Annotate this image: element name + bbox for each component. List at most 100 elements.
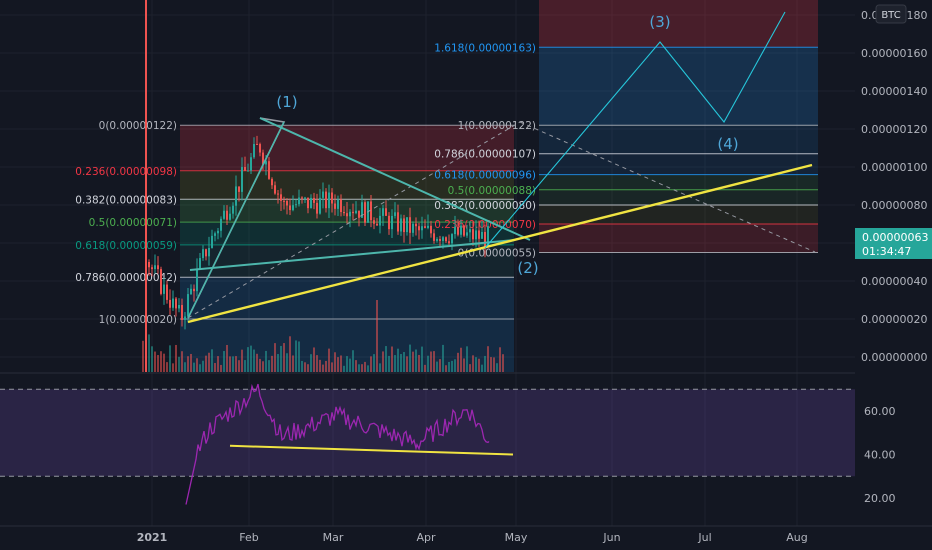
volume-bar xyxy=(409,344,411,372)
time-axis-tick: Mar xyxy=(323,531,344,544)
time-axis-tick: Jun xyxy=(602,531,620,544)
volume-bar xyxy=(481,364,483,372)
volume-bar xyxy=(166,362,168,372)
volume-bar xyxy=(496,363,498,372)
triangle-lower-line[interactable] xyxy=(189,239,516,271)
candle-body xyxy=(241,167,243,192)
currency-label: BTC xyxy=(881,10,900,21)
price-axis-tick: 0.00000100 xyxy=(861,161,927,174)
volume-bar xyxy=(214,363,216,372)
fib-left-level-label: 0(0.00000122) xyxy=(99,120,177,132)
fib-right-zone xyxy=(539,224,818,253)
candle-body xyxy=(451,234,453,244)
candle-body xyxy=(265,161,267,165)
candle-body xyxy=(295,204,297,206)
volume-bar xyxy=(292,355,294,372)
currency-badge-box xyxy=(875,4,907,24)
volume-bar xyxy=(172,363,174,372)
fib-right-level-label: 0(0.00000055) xyxy=(458,248,536,260)
candle-body xyxy=(487,226,489,247)
time-axis-tick: Apr xyxy=(416,531,436,544)
volume-bar xyxy=(196,358,198,372)
triangle-left-line[interactable] xyxy=(187,121,285,319)
time-axis[interactable]: 2021 Feb Mar Apr May Jun Jul Aug xyxy=(0,525,932,544)
candle-body xyxy=(262,152,264,165)
volume-bar xyxy=(388,355,390,372)
candle-body xyxy=(316,202,318,214)
candle-body xyxy=(442,237,444,241)
wave-projection-path[interactable] xyxy=(484,11,786,249)
candle-body xyxy=(283,200,285,202)
price-axis-tick: 0.00000080 xyxy=(861,199,927,212)
last-price-tag: 0.00000063 01:34:47 xyxy=(855,228,932,259)
candle-body xyxy=(319,197,321,214)
yellow-trendline[interactable] xyxy=(187,163,813,324)
candle-body xyxy=(328,192,330,209)
candle-body xyxy=(436,238,438,241)
candle-body xyxy=(238,186,240,192)
price-axis-tick: 0.00000000 xyxy=(861,351,927,364)
triangle-upper-line[interactable] xyxy=(259,117,531,241)
volume-bar xyxy=(430,351,432,372)
candle-body xyxy=(244,167,246,171)
volume-bar xyxy=(235,356,237,372)
rsi-trendline[interactable] xyxy=(229,444,514,456)
volume-bar xyxy=(412,351,414,372)
candle-body xyxy=(166,284,168,300)
volume-bar xyxy=(445,365,447,372)
price-tag-value: 0.00000063 xyxy=(862,231,928,244)
candle-body xyxy=(409,217,411,233)
fib-right-level-label: 1(0.00000122) xyxy=(458,120,536,132)
volume-bar xyxy=(154,351,156,372)
volume-bar xyxy=(310,354,312,372)
candle-body xyxy=(394,212,396,216)
candle-body xyxy=(259,144,261,153)
fib-left-level-label: 0.618(0.00000059) xyxy=(75,240,177,252)
candle-body xyxy=(304,197,306,199)
candle-body xyxy=(190,288,192,295)
candle-body xyxy=(202,249,204,259)
volume-bar xyxy=(370,356,372,372)
volume-bar xyxy=(184,362,186,372)
volume-bar xyxy=(349,358,351,372)
volume-bar xyxy=(226,344,228,372)
volume-bar xyxy=(244,360,246,372)
rsi-axis-tick: 60.00 xyxy=(864,405,896,418)
volume-bar xyxy=(334,352,336,372)
volume-bar xyxy=(250,345,252,372)
currency-badge[interactable]: BTC xyxy=(875,4,907,24)
volume-bar xyxy=(490,357,492,372)
volume-bar xyxy=(331,362,333,372)
volume-bar xyxy=(439,359,441,372)
volume-bar xyxy=(466,346,468,372)
wave-label-3: (3) xyxy=(649,13,670,31)
volume-bar xyxy=(283,343,285,372)
candle-body xyxy=(475,230,477,240)
wave-label-4: (4) xyxy=(717,135,738,153)
candle-body xyxy=(226,210,228,220)
volume-bar xyxy=(271,355,273,372)
candle-body xyxy=(157,265,159,270)
price-tag-countdown: 01:34:47 xyxy=(862,245,911,258)
candle-body xyxy=(343,212,345,214)
grey-dashed-projection[interactable] xyxy=(519,121,816,253)
volume-bar xyxy=(361,364,363,372)
volume-bar xyxy=(211,349,213,372)
fib-extension-right[interactable]: 1.618(0.00000163) 1(0.00000122) 0.786(0.00… xyxy=(434,0,818,260)
volume-bar xyxy=(472,355,474,372)
rsi-axis[interactable]: 20.00 40.00 60.00 xyxy=(864,405,896,505)
volume-bar xyxy=(358,364,360,372)
candle-body xyxy=(334,203,336,209)
volume-bar xyxy=(355,360,357,372)
volume-bar xyxy=(238,360,240,372)
candle-body xyxy=(424,226,426,228)
volume-bar xyxy=(202,360,204,372)
fib-left-level-label: 0.236(0.00000098) xyxy=(75,166,177,178)
candle-body xyxy=(349,211,351,217)
candle-body xyxy=(277,193,279,195)
drawing-overlays[interactable] xyxy=(145,0,816,372)
candle-body xyxy=(223,210,225,219)
candle-body xyxy=(460,225,462,235)
grey-dashed-diagonal[interactable] xyxy=(187,121,521,319)
volume-bar xyxy=(163,353,165,372)
